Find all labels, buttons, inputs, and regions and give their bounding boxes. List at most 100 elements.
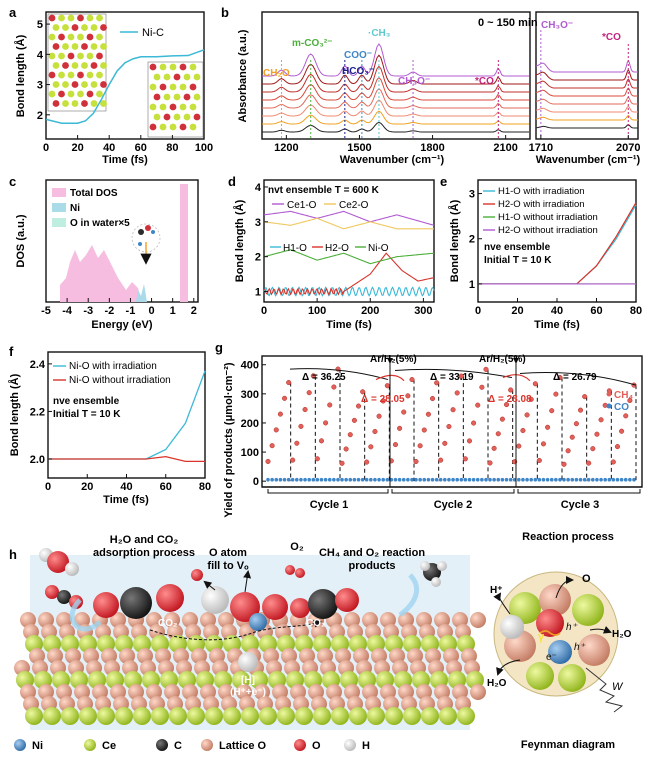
- slab-lattice-o-atom: [299, 648, 315, 664]
- panel-a-xtick-label: 80: [166, 142, 178, 154]
- legend-ni: Ni: [32, 740, 43, 752]
- panel-b-spectrum-right: [535, 105, 639, 113]
- panel-g-ch4-point: [553, 391, 559, 397]
- panel-e-xtick-label: 40: [551, 305, 563, 317]
- inset-atom: [48, 52, 56, 60]
- legend-ni-swatch: [14, 739, 26, 751]
- panel-g-co-point: [295, 477, 299, 482]
- panel-g-co-point: [377, 477, 381, 482]
- panel-g-co-point: [488, 477, 492, 482]
- panel-g-ch4-point: [392, 442, 399, 448]
- panel-g-ch4-point: [397, 425, 403, 431]
- slab-ce-atom: [97, 707, 115, 725]
- rx-label-w: W: [612, 681, 624, 693]
- panel-c-legend-o: O in water×5: [70, 218, 130, 229]
- slab-lattice-o-atom: [371, 648, 387, 664]
- panel-d-xtick-label: 0: [261, 305, 267, 317]
- inset-atom: [96, 33, 103, 41]
- slab-lattice-o-atom: [218, 612, 234, 628]
- reaction-process: Reaction process H⁺ O H₂O H₂O γ e⁻ h⁺: [487, 531, 632, 751]
- label-h-pair: (H⁺+e⁻): [230, 687, 266, 698]
- panel-g-co-point: [607, 477, 612, 482]
- slab-ce-atom: [43, 707, 61, 725]
- inset-atom: [149, 63, 157, 71]
- inset-atom: [62, 62, 69, 69]
- panel-c-ni-dos: [136, 284, 147, 302]
- panel-g-ch4-point: [360, 389, 366, 395]
- vacancy-o: [230, 592, 260, 622]
- panel-b-label-co: *CO: [475, 76, 494, 87]
- slab-ce-atom: [313, 707, 331, 725]
- panel-d-xlabel: Time (fs): [326, 319, 372, 331]
- panel-b-label-coo: COO⁻: [344, 50, 372, 61]
- panel-a-ytick-label: 2: [37, 110, 43, 122]
- panel-g-ch4-point: [557, 374, 563, 381]
- inset-atom: [100, 81, 107, 88]
- panel-f-ylabel: Bond length (Å): [8, 373, 21, 456]
- panel-g-co-point: [574, 477, 579, 482]
- rx-label-o: O: [582, 573, 591, 585]
- panel-g-ch4-point: [627, 397, 633, 404]
- inset-atom: [86, 52, 94, 60]
- panel-f-xtick-label: 20: [81, 481, 93, 493]
- rx-o-arrow: [555, 576, 574, 599]
- panel-g-co-point: [430, 477, 435, 482]
- legend-h: H: [362, 740, 370, 752]
- slab-lattice-o-atom: [146, 684, 162, 700]
- panel-g-ch4-point: [401, 409, 407, 415]
- rx-label-h2o-left: H₂O: [487, 678, 507, 689]
- panel-g-ch4-point: [273, 427, 279, 433]
- panel-g-ch4-point: [286, 379, 292, 386]
- panel-f-legend-1: Ni-O without irradiation: [69, 375, 171, 386]
- inset-atom: [179, 63, 187, 71]
- panel-g-co-point: [475, 477, 480, 482]
- panel-g-co-point: [364, 477, 369, 482]
- inset-atom: [58, 33, 65, 41]
- panel-b-right-label-ch3o: CH₃O⁻: [541, 20, 573, 31]
- panel-b-xlabel-right: Wavenumber (cm⁻¹): [536, 154, 641, 166]
- panel-a-xtick-label: 0: [43, 142, 49, 154]
- o-release-arrow: [243, 570, 252, 593]
- panel-g-ch4-point: [594, 431, 600, 437]
- slab-lattice-o-atom: [128, 684, 144, 700]
- panel-a: 0 20 40 60 80 100 2 3 4 5 Ni-C Time (fs) Bond len…: [14, 11, 213, 166]
- panel-e-legend-3: H2-O without irradiation: [498, 225, 598, 236]
- panel-d-line-ce1-o: [263, 210, 435, 226]
- panel-b-spectrum-right: [535, 69, 639, 81]
- panel-b-spectrum-left: [261, 43, 530, 77]
- panel-g-co-point: [447, 477, 451, 482]
- panel-d-title: nvt ensemble T = 600 K: [268, 185, 380, 196]
- panel-d-ytick-label: 3: [255, 217, 261, 229]
- inset-atom: [179, 123, 187, 131]
- panel-g-ch4-point: [491, 445, 497, 451]
- panel-d-line-h1-o: [263, 286, 435, 297]
- slab-lattice-o-atom: [56, 612, 72, 628]
- panel-g-ch4-point: [347, 432, 353, 438]
- panel-g-co-point: [615, 477, 620, 482]
- panel-g-co-point: [566, 477, 570, 482]
- panel-f-xtick-label: 40: [120, 481, 132, 493]
- panel-g-co-point: [323, 477, 328, 482]
- panel-a-xtick-label: 100: [195, 142, 213, 154]
- panel-e-ytick-label: 1: [469, 279, 475, 291]
- panel-g-co-point: [455, 477, 460, 482]
- panel-b-xtick-label: 1800: [420, 142, 444, 154]
- panel-g-co-point: [562, 477, 566, 482]
- panel-d-legend-ce2: Ce2-O: [339, 200, 369, 211]
- inset-atom: [81, 24, 88, 31]
- panel-g-ch4-point: [376, 413, 382, 419]
- slab-lattice-o-atom: [173, 648, 189, 664]
- gas-co2-o1: [45, 585, 59, 599]
- panel-f-note-temp: Initial T = 10 K: [53, 409, 121, 420]
- panel-g-ch4-point: [290, 457, 296, 463]
- rx-h: [500, 615, 524, 639]
- inset-atom: [100, 24, 107, 31]
- inset-atom: [96, 71, 103, 79]
- slab-lattice-o-atom: [281, 648, 297, 664]
- panel-g-co-point: [599, 477, 603, 482]
- panel-d-xtick-label: 300: [414, 305, 432, 317]
- rx-ce-1: [509, 592, 541, 624]
- rx-h2o-left-arrow: [496, 659, 521, 676]
- panel-c-xtick-label: 1: [170, 305, 176, 317]
- panel-g-legend-ch4-swatch: [606, 391, 612, 397]
